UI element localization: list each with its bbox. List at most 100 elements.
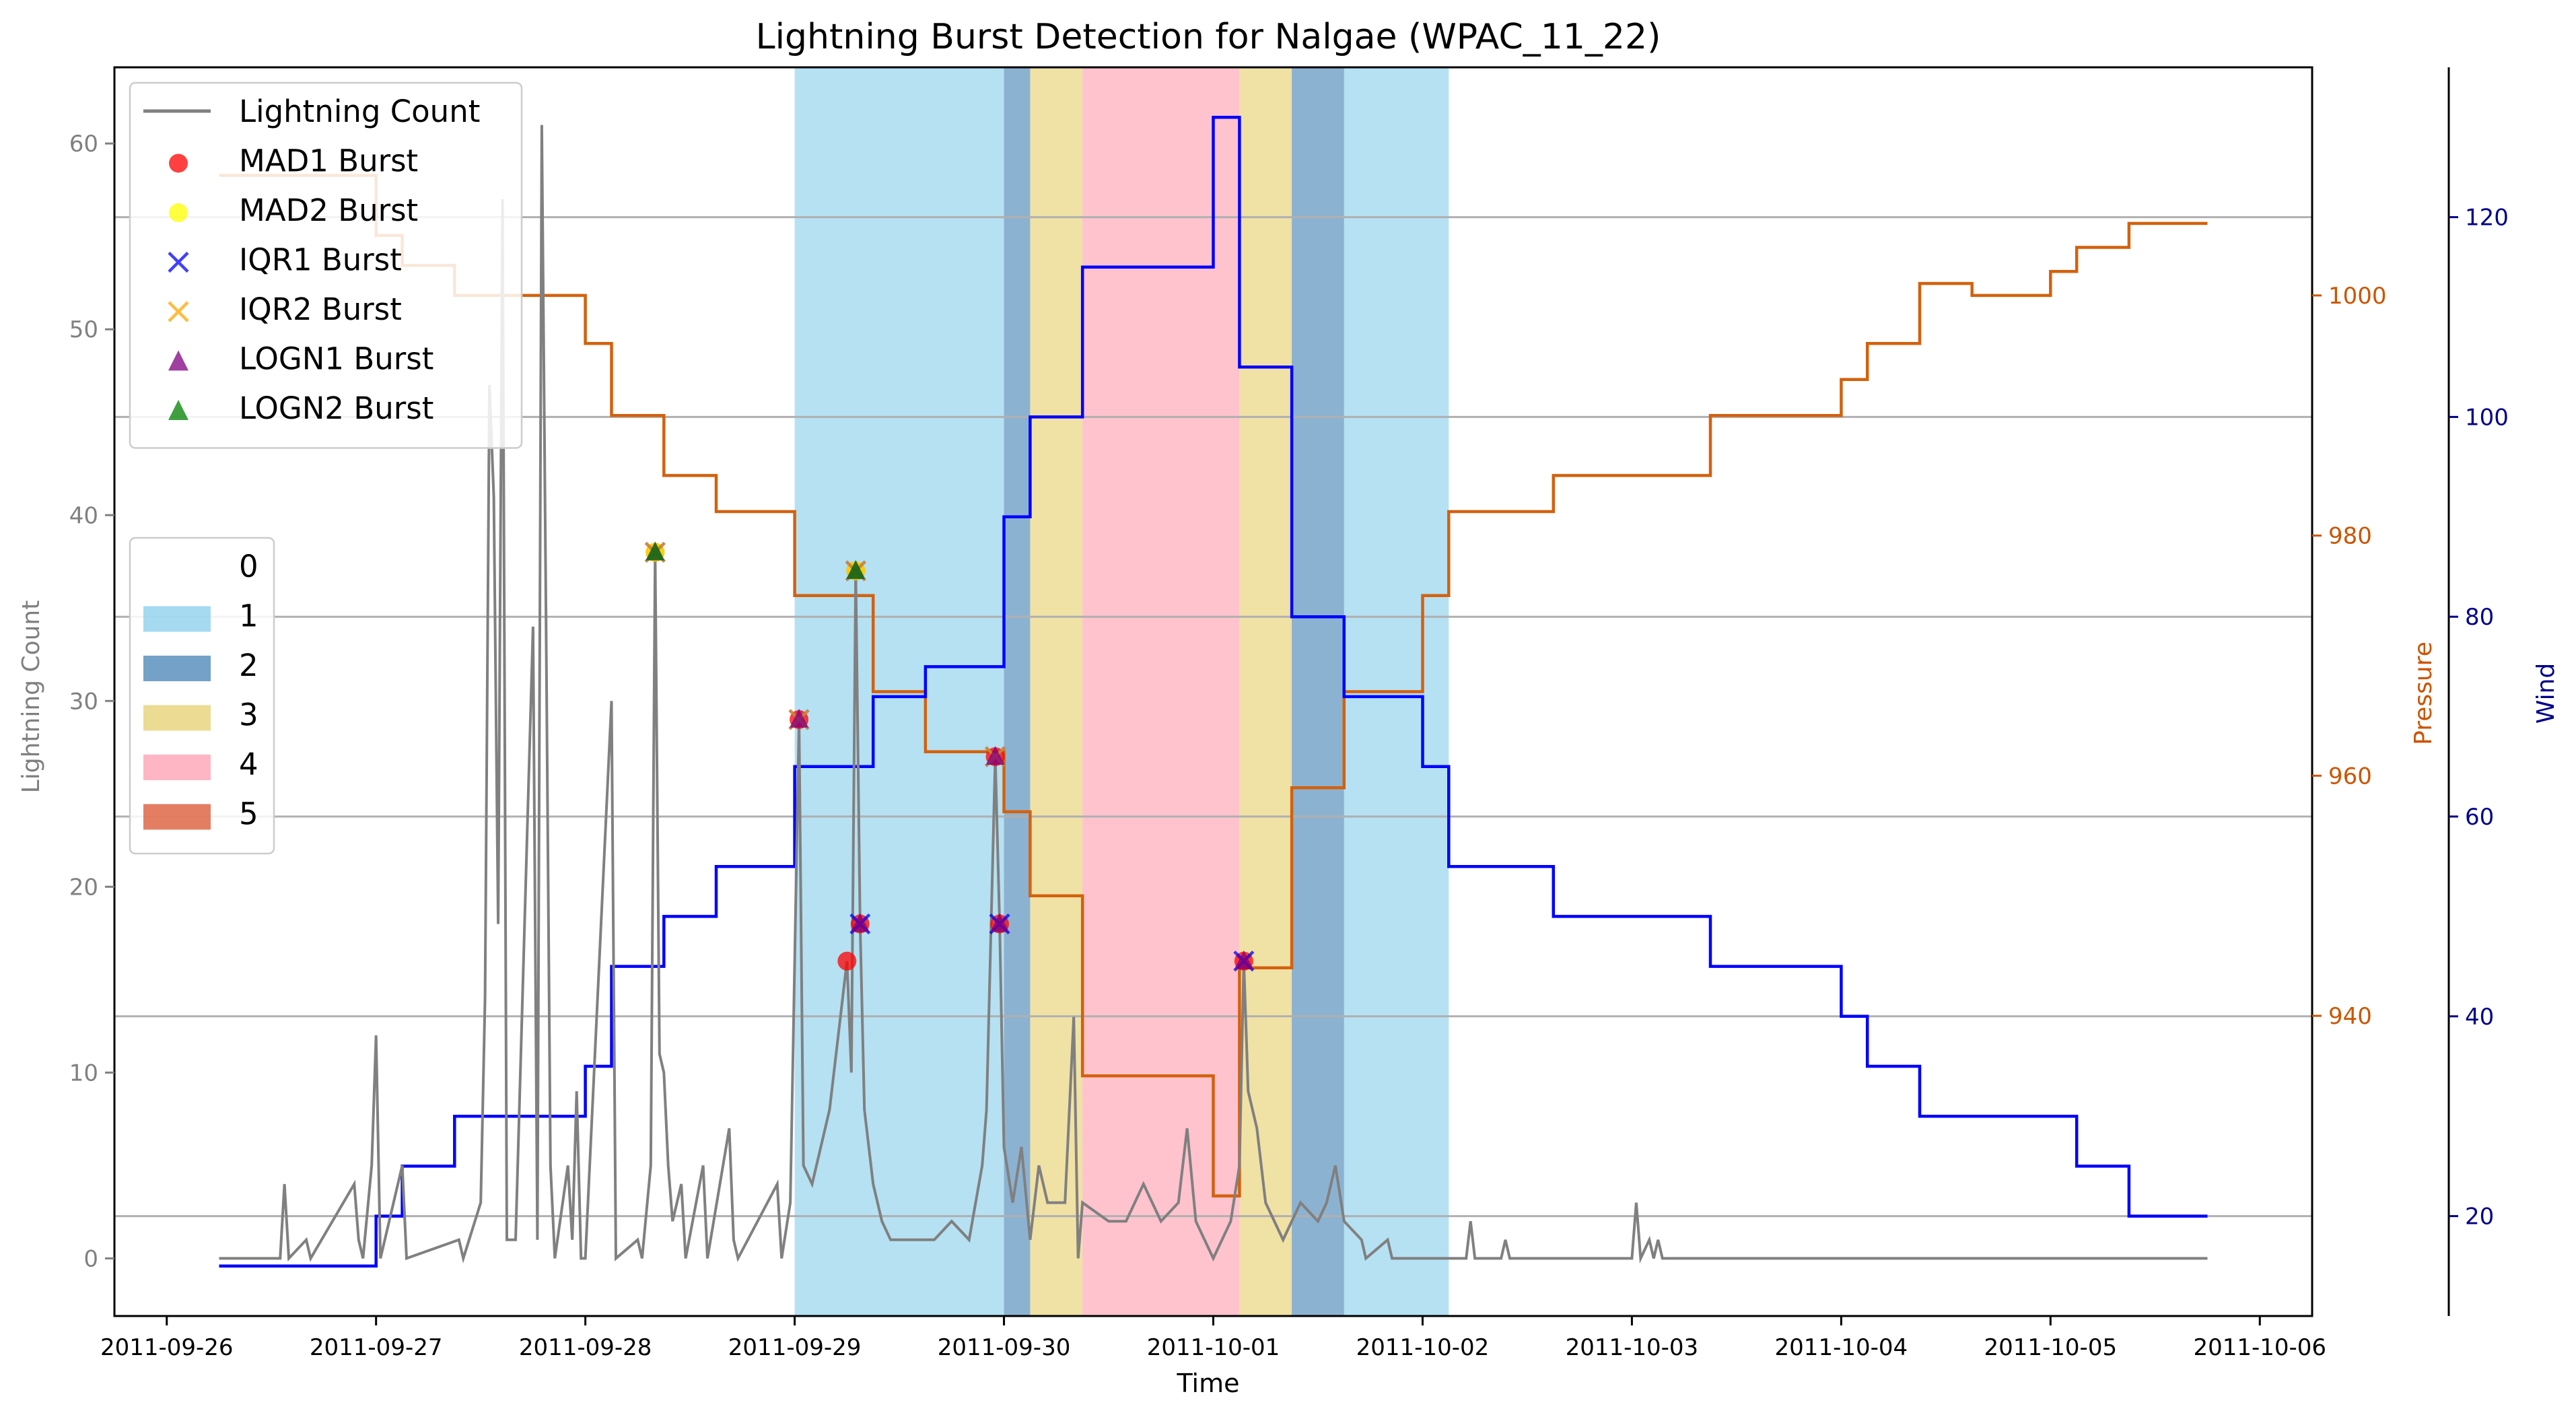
legend-series-entry: MAD1 Burst [169,143,418,179]
legend-category-label: 1 [239,598,258,634]
burst-marker-logn1 [985,746,1005,765]
burst-marker-logn1 [850,913,870,932]
y-axis-label-wind: Wind [2532,663,2560,724]
x-tick-label: 2011-09-28 [519,1334,652,1361]
burst-point-6 [989,913,1010,935]
y-tick-label-lightning: 40 [69,502,98,529]
legend-circle-swatch [169,203,188,222]
legend-series-box [129,81,523,449]
legend-category-swatch [143,705,211,731]
legend-category-swatch [143,755,211,780]
legend-x-swatch [168,251,189,273]
legend-circle-swatch [169,153,188,173]
category-span-3 [1082,67,1240,1316]
x-tick-label: 2011-10-02 [1356,1334,1490,1361]
y-tick-label-lightning: 30 [69,688,98,715]
burst-point-2 [837,951,857,971]
legend-category-swatch [143,606,211,632]
legend-category-label: 5 [239,796,258,832]
x-axis-label: Time [1177,1369,1240,1398]
burst-marker-logn2 [646,541,665,561]
y-tick-label-wind: 40 [2465,1004,2494,1031]
y-tick-label-lightning: 50 [69,316,98,343]
legend-series-entry: IQR2 Burst [168,291,402,327]
legend-series: Lightning Count MAD1 Burst MAD2 Burst IQR1 … [129,81,523,449]
burst-point-3 [845,560,866,582]
burst-point-4 [849,913,871,935]
x-tick-label: 2011-10-06 [2193,1334,2326,1361]
y-tick-label-lightning: 20 [69,874,98,901]
y-tick-label-pressure: 960 [2328,763,2372,790]
burst-point-1 [788,708,810,730]
legend-series-label: MAD2 Burst [239,193,418,228]
legend-series-entry: LOGN1 Burst [168,341,433,377]
x-tick-label: 2011-09-26 [100,1334,234,1361]
burst-marker-logn2 [846,560,866,580]
burst-marker-logn1 [990,913,1010,932]
x-tick-label: 2011-09-29 [728,1334,862,1361]
burst-marker-mad1 [837,951,857,971]
y-tick-label-wind: 60 [2465,804,2494,831]
x-tick-label: 2011-10-03 [1566,1334,1699,1361]
axes: 2011-09-26 2011-09-27 2011-09-28 2011-09-29… [69,66,2509,1361]
y-tick-label-pressure: 980 [2328,523,2372,550]
legend-category-label: 3 [239,697,258,733]
category-span-5 [1292,67,1344,1316]
legend-x-swatch [168,301,189,322]
legend-series-label: LOGN1 Burst [239,341,433,377]
legend-series-label: MAD1 Burst [239,143,418,179]
y-tick-label-lightning: 60 [69,131,98,158]
y-tick-label-wind: 80 [2465,604,2494,631]
y-tick-label-wind: 100 [2465,404,2509,431]
x-tick-label: 2011-10-05 [1984,1334,2118,1361]
burst-point-0 [644,541,666,563]
x-tick-label: 2011-10-01 [1147,1334,1280,1361]
legend-series-entry: MAD2 Burst [169,193,418,228]
x-tick-label: 2011-10-04 [1775,1334,1908,1361]
legend-series-entry: LOGN2 Burst [168,390,433,426]
legend-category-swatch [143,804,211,830]
series-line-pressure [219,174,2208,1198]
category-span-2 [1030,67,1083,1316]
legend-category-label: 4 [239,747,258,782]
legend-series-entry: IQR1 Burst [168,242,402,278]
legend-triangle-swatch [168,400,188,420]
category-spans [794,67,1449,1316]
category-span-4 [1239,67,1292,1316]
y-axis-label-pressure: Pressure [2410,642,2437,745]
legend-category-entry: 0 [239,549,258,584]
y-tick-label-lightning: 10 [69,1060,98,1086]
y-tick-label-wind: 20 [2465,1204,2494,1231]
legend-category-label: 0 [239,549,258,584]
burst-marker-logn1 [790,708,809,728]
x-tick-label: 2011-09-30 [938,1334,1071,1361]
y-tick-label-lightning: 0 [83,1245,98,1272]
burst-marker-logn1 [1234,950,1253,969]
legend-series-entry: Lightning Count [143,94,480,129]
legend-series-label: LOGN2 Burst [239,390,433,426]
legend-triangle-swatch [168,350,188,371]
y-tick-label-pressure: 1000 [2328,283,2387,310]
legend-category-label: 2 [239,648,258,683]
category-span-1 [1004,67,1031,1316]
legend-categories: 0 1 2 3 4 5 [129,537,275,855]
legend-series-label: Lightning Count [239,94,480,129]
y-axis-label-lightning: Lightning Count [18,600,45,794]
legend-category-entry: 5 [143,796,258,832]
legend-category-entry: 3 [143,697,258,733]
legend-category-entry: 2 [143,648,258,683]
y-tick-label-pressure: 940 [2328,1003,2372,1030]
burst-point-5 [984,746,1006,767]
legend-category-entry: 1 [143,598,258,634]
burst-point-7 [1233,950,1255,972]
chart-title: Lightning Burst Detection for Nalgae (WP… [756,17,1661,57]
legend-category-entry: 4 [143,747,258,782]
y-tick-label-wind: 120 [2465,205,2509,232]
series-line-wind [219,115,2208,1268]
legend-series-label: IQR1 Burst [239,242,402,278]
x-tick-label: 2011-09-27 [310,1334,443,1361]
burst-markers [644,541,1255,972]
legend-series-label: IQR2 Burst [239,291,402,327]
